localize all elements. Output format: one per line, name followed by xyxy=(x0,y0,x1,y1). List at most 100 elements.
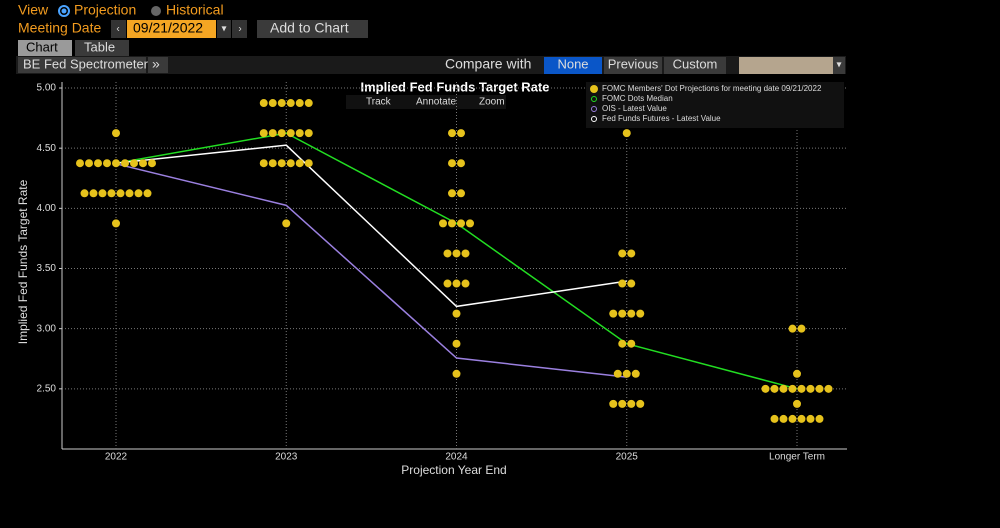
projection-option[interactable]: Projection xyxy=(74,2,136,18)
tool-zoom[interactable]: Zoom xyxy=(479,97,505,108)
legend-marker xyxy=(591,96,597,102)
radio-historical[interactable] xyxy=(151,6,161,16)
dot xyxy=(779,384,788,393)
dot xyxy=(286,99,295,108)
date-dropdown[interactable] xyxy=(217,20,231,38)
tab-chart[interactable] xyxy=(18,40,72,56)
dot xyxy=(148,159,156,168)
legend-marker xyxy=(591,106,597,112)
dot xyxy=(806,384,815,393)
dot xyxy=(268,129,277,138)
dot xyxy=(622,129,631,138)
dot xyxy=(85,159,93,168)
dot xyxy=(107,189,116,198)
x-tick-label: 2022 xyxy=(105,452,128,463)
add-to-chart: Add to Chart xyxy=(270,20,349,36)
compare-custom[interactable] xyxy=(664,57,726,74)
dot xyxy=(452,249,461,258)
x-tick-label: 2023 xyxy=(275,452,298,463)
dot xyxy=(448,129,456,138)
dot xyxy=(797,414,806,423)
dot xyxy=(627,339,636,348)
y-tick-label: 3.50 xyxy=(37,263,57,274)
dot xyxy=(112,159,120,168)
compare-none[interactable] xyxy=(544,57,602,74)
y-tick-label: 3.00 xyxy=(37,323,57,334)
compare-option: None xyxy=(557,56,588,71)
chart-tools xyxy=(346,95,506,109)
dot xyxy=(457,219,465,228)
dot xyxy=(618,249,627,258)
dot xyxy=(304,159,313,168)
dot xyxy=(613,369,622,378)
dot xyxy=(259,159,268,168)
dot xyxy=(815,384,824,393)
y-tick-label: 5.00 xyxy=(37,83,57,94)
dot xyxy=(452,369,461,378)
dot xyxy=(457,129,465,138)
x-axis-label: Projection Year End xyxy=(401,463,506,477)
dot xyxy=(636,309,645,318)
series-line xyxy=(115,163,627,378)
custom-dropdown[interactable] xyxy=(833,57,845,74)
legend-box xyxy=(586,82,844,128)
prev-arrow: ‹ xyxy=(116,24,119,35)
dot xyxy=(130,159,138,168)
y-tick-label: 4.00 xyxy=(37,203,57,214)
tool-annotate[interactable]: Annotate xyxy=(416,97,456,108)
dot xyxy=(618,279,627,288)
dot xyxy=(627,399,636,408)
historical-option[interactable]: Historical xyxy=(166,2,224,18)
dot xyxy=(788,324,797,333)
legend-marker xyxy=(591,116,597,122)
next-button[interactable] xyxy=(232,20,247,38)
dot xyxy=(286,159,295,168)
dot xyxy=(134,189,143,198)
dot xyxy=(103,159,111,168)
dot xyxy=(452,309,461,318)
tab-label: Chart xyxy=(26,39,58,54)
compare-previous[interactable] xyxy=(604,57,662,74)
dot xyxy=(770,384,779,393)
dropdown-arrow: ▾ xyxy=(836,60,841,71)
dot xyxy=(797,324,806,333)
dot xyxy=(631,369,640,378)
dot xyxy=(295,159,304,168)
dot xyxy=(618,309,627,318)
add-to-chart-button[interactable] xyxy=(257,20,368,38)
compare-option: Previous xyxy=(608,56,659,71)
tab-table[interactable] xyxy=(75,40,129,56)
y-tick-label: 2.50 xyxy=(37,383,57,394)
dot xyxy=(98,189,107,198)
dot xyxy=(609,399,618,408)
dot xyxy=(627,309,636,318)
view-label: View xyxy=(18,2,49,18)
chart-title: Implied Fed Funds Target Rate xyxy=(360,79,549,94)
dot xyxy=(788,384,797,393)
tab-label: Table xyxy=(84,39,115,54)
dropdown-arrow: ▾ xyxy=(221,24,226,35)
expand-button[interactable] xyxy=(148,57,168,73)
dot xyxy=(609,309,618,318)
prev-button[interactable] xyxy=(111,20,126,38)
dot xyxy=(824,384,833,393)
dot xyxy=(304,129,313,138)
dot xyxy=(80,189,89,198)
dot xyxy=(761,384,770,393)
custom-field[interactable] xyxy=(739,57,833,74)
dot xyxy=(627,279,636,288)
dot xyxy=(779,414,788,423)
panel-button[interactable] xyxy=(18,57,146,73)
dot xyxy=(76,159,84,168)
date-field[interactable] xyxy=(127,20,216,38)
next-arrow: › xyxy=(238,24,241,35)
dot xyxy=(112,129,120,138)
dot xyxy=(121,159,129,168)
dot xyxy=(452,279,461,288)
dot xyxy=(277,99,286,108)
dot xyxy=(268,99,277,108)
dot xyxy=(268,159,277,168)
tool-track[interactable]: Track xyxy=(366,97,392,108)
dot xyxy=(89,189,98,198)
dot xyxy=(259,99,268,108)
